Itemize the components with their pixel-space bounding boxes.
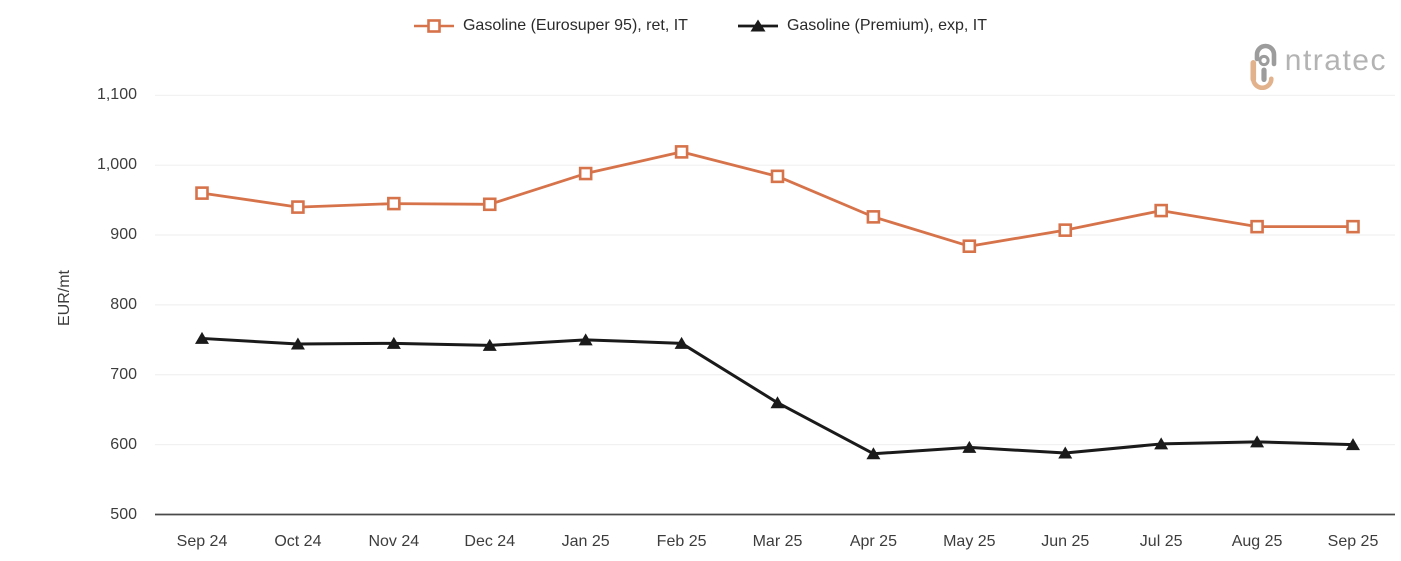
legend: Gasoline (Eurosuper 95), ret, IT Gasolin… xyxy=(0,17,1401,35)
data-point-marker-triangle xyxy=(674,336,689,349)
data-point-marker-triangle xyxy=(866,447,881,460)
data-point-marker-square xyxy=(1058,223,1073,237)
data-point-marker-square xyxy=(291,200,305,214)
x-tick-label: Jul 25 xyxy=(1139,533,1183,550)
data-point-marker-triangle xyxy=(386,336,401,349)
y-tick-label: 600 xyxy=(110,435,137,453)
data-point-marker-square xyxy=(195,186,209,200)
x-tick-label: May 25 xyxy=(943,533,996,550)
data-point-marker-square xyxy=(962,239,977,254)
x-tick-label: Dec 24 xyxy=(464,533,516,550)
y-tick-label: 700 xyxy=(110,365,137,383)
intratec-logo-mark-icon xyxy=(1250,43,1277,90)
y-tick-label: 900 xyxy=(110,226,137,244)
x-tick-label: Mar 25 xyxy=(752,533,803,550)
data-point-marker-triangle xyxy=(1154,437,1169,450)
data-point-marker-square xyxy=(1346,219,1360,234)
intratec-logo: ntratec xyxy=(1250,38,1387,90)
data-point-marker-triangle xyxy=(1250,435,1265,448)
data-point-marker-triangle xyxy=(962,440,977,453)
y-tick-label: 1,100 xyxy=(96,86,137,104)
x-tick-label: Nov 24 xyxy=(368,533,420,550)
data-point-marker-triangle xyxy=(1346,438,1360,451)
x-tick-label: Sep 25 xyxy=(1327,533,1379,550)
data-point-marker-square xyxy=(674,145,689,159)
x-tick-label: Jun 25 xyxy=(1041,533,1090,550)
x-tick-label: Jan 25 xyxy=(561,533,610,550)
series-line-1 xyxy=(201,336,1354,456)
data-point-marker-triangle xyxy=(770,396,785,409)
series-line-0 xyxy=(201,150,1353,248)
data-point-marker-square xyxy=(770,169,785,184)
x-tick-label: Apr 25 xyxy=(849,533,897,550)
data-point-marker-triangle xyxy=(290,337,305,350)
legend-triangle-marker-icon xyxy=(737,19,778,32)
x-tick-label: Feb 25 xyxy=(656,533,707,550)
legend-item-eurosuper[interactable]: Gasoline (Eurosuper 95), ret, IT xyxy=(413,17,688,35)
data-point-marker-square xyxy=(1154,203,1168,218)
data-point-marker-triangle xyxy=(578,333,593,346)
legend-item-premium[interactable]: Gasoline (Premium), exp, IT xyxy=(737,17,988,35)
data-point-marker-square xyxy=(387,196,401,211)
data-point-marker-square xyxy=(578,166,593,181)
y-tick-label: 1,000 xyxy=(96,156,137,174)
data-point-marker-triangle xyxy=(482,338,497,351)
legend-label-eurosuper: Gasoline (Eurosuper 95), ret, IT xyxy=(462,17,688,34)
x-tick-label: Aug 25 xyxy=(1231,533,1283,550)
data-point-marker-square xyxy=(1250,219,1264,234)
data-point-marker-triangle xyxy=(195,331,209,344)
y-tick-label: 800 xyxy=(110,295,137,313)
intratec-logo-text: ntratec xyxy=(1284,44,1387,77)
x-tick-label: Sep 24 xyxy=(176,533,228,550)
data-point-marker-square xyxy=(866,210,881,224)
legend-square-marker-icon xyxy=(413,19,454,33)
x-tick-label: Oct 24 xyxy=(274,533,322,550)
legend-label-premium: Gasoline (Premium), exp, IT xyxy=(786,17,988,34)
y-tick-label: 500 xyxy=(110,505,137,523)
data-point-marker-square xyxy=(482,197,497,212)
data-point-marker-triangle xyxy=(1058,446,1073,459)
